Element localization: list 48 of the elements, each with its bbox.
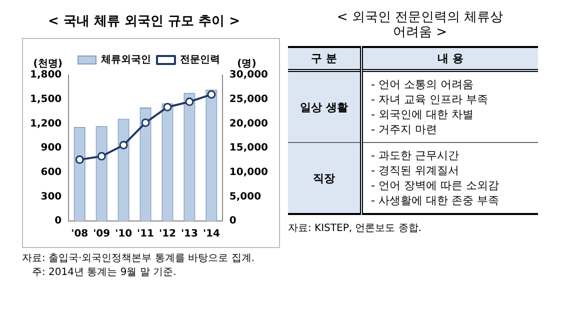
y-tick-label: 900	[40, 142, 62, 154]
x-tick-label: '12	[158, 228, 176, 240]
chart-title: < 국내 체류 외국인 규모 추이 >	[47, 13, 241, 30]
text: - 언어 장벽에 따른 소외감	[371, 178, 500, 193]
y2-tick-label: 30,000	[229, 70, 268, 81]
y2-tick-label: 5,000	[229, 191, 262, 202]
text: 직장	[288, 142, 362, 214]
text: 자료: 출입국·외국인정책본부 통계를 바탕으로 집계.	[22, 252, 256, 266]
y-tick-label: 1,800	[30, 70, 62, 81]
text: - 외국인에 대한 차별	[371, 107, 474, 122]
x-tick-label: '10	[115, 228, 132, 240]
point	[141, 118, 150, 127]
legend-label: 전문인력	[180, 54, 220, 66]
y2-tick-label: 15,000	[229, 142, 268, 154]
y2-tick-label: 25,000	[229, 94, 268, 105]
y-tick-label: 600	[40, 166, 62, 178]
y2-tick-label: 0	[229, 216, 236, 227]
text: - 사생활에 대한 존중 부족	[371, 193, 500, 208]
x-tick-label: '08	[71, 228, 88, 240]
x-tick-label: '13	[180, 228, 198, 240]
text: - 언어 소통의 어려움	[371, 77, 474, 92]
text: - 과도한 근무시간	[371, 148, 460, 163]
x-tick-label: '14	[202, 228, 220, 240]
x-tick-label: '09	[93, 228, 110, 240]
y-tick-label: 0	[54, 216, 62, 227]
y-tick-label: 300	[40, 191, 62, 202]
point	[119, 140, 128, 150]
text: - 자녀 교육 인프라 부족	[371, 92, 489, 107]
y2-axis-title: (명)	[237, 58, 256, 70]
point	[163, 102, 172, 112]
text: 자료: KISTEP, 언론보도 종합.	[288, 222, 423, 235]
text: 주: 2014년 통계는 9월 말 기준.	[31, 266, 178, 280]
y-tick-label: 1,500	[30, 94, 62, 105]
point	[185, 98, 194, 106]
y2-tick-label: 10,000	[229, 166, 268, 178]
text: 구 분	[288, 47, 362, 70]
point	[97, 152, 106, 161]
y2-tick-label: 20,000	[229, 118, 268, 130]
text: < 외국인 전문인력의 체류상 어려움 >	[336, 10, 504, 40]
text: - 경직된 위계질서	[371, 163, 460, 178]
point	[75, 155, 84, 164]
legend-label: 체류외국인	[100, 54, 151, 66]
text: - 거주지 마련	[371, 122, 438, 137]
point	[207, 90, 216, 99]
x-tick-label: '11	[137, 228, 154, 240]
y-axis-title: (천명)	[33, 58, 62, 70]
text: 일상 생활	[288, 70, 362, 142]
y-tick-label: 1,200	[30, 118, 62, 130]
